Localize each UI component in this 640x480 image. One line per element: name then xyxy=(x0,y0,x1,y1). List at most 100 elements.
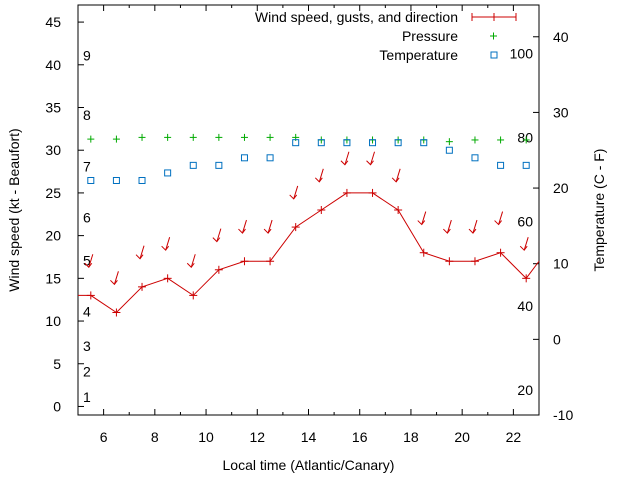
arrow-shaft xyxy=(318,168,324,182)
temperature-point xyxy=(445,146,453,154)
temperature-point xyxy=(497,161,505,169)
arrow-head xyxy=(110,279,118,286)
beaufort-label: 5 xyxy=(83,252,91,268)
y-tick-label: 40 xyxy=(45,57,61,73)
wind-direction-arrow xyxy=(161,237,171,251)
arrow-shaft xyxy=(293,185,299,200)
beaufort-label: 4 xyxy=(83,304,91,320)
wind-direction-arrow xyxy=(366,151,376,166)
arrow-shaft xyxy=(446,219,452,234)
temperature-point xyxy=(292,139,300,147)
wind-point xyxy=(419,248,428,257)
y-tick-label: 45 xyxy=(45,14,61,30)
wind-point xyxy=(342,188,351,197)
wind-direction-arrow xyxy=(238,219,247,234)
wind-point xyxy=(86,291,95,300)
wind-direction-arrow xyxy=(186,254,196,269)
temperature-point xyxy=(215,161,223,169)
wind-point xyxy=(291,223,300,232)
fahrenheit-label: 100 xyxy=(510,45,534,61)
arrow-head xyxy=(314,177,323,183)
pressure-point xyxy=(189,133,197,141)
temperature-point xyxy=(240,154,248,162)
y-tick-label: 0 xyxy=(53,398,61,414)
wind-point xyxy=(522,274,531,283)
y2-tick-label: 40 xyxy=(553,29,569,45)
temperature-point xyxy=(471,154,479,162)
x-tick-label: 8 xyxy=(151,429,159,445)
x-tick-label: 22 xyxy=(506,429,522,445)
arrow-head xyxy=(494,220,502,226)
wind-direction-arrow xyxy=(314,168,324,183)
arrow-shaft xyxy=(267,219,273,234)
arrow-head xyxy=(212,237,221,243)
x-tick-label: 18 xyxy=(403,429,419,445)
y2-tick-label: -10 xyxy=(553,407,573,423)
temperature-point xyxy=(369,139,377,147)
y-tick-label: 5 xyxy=(53,356,61,372)
wind-point xyxy=(470,257,479,266)
temperature-point xyxy=(343,139,351,147)
arrow-shaft xyxy=(370,151,376,165)
wind-direction-arrow xyxy=(519,237,529,251)
temperature-point xyxy=(138,176,146,184)
arrow-head xyxy=(366,160,374,166)
arrow-shaft xyxy=(165,237,171,251)
arrow-head xyxy=(289,194,298,200)
pressure-point xyxy=(522,136,530,144)
y-axis-title: Wind speed (kt - Beaufort) xyxy=(6,128,22,291)
y-tick-label: 35 xyxy=(45,100,61,116)
arrow-head xyxy=(186,262,195,269)
wind-point xyxy=(266,257,275,266)
y2-tick-label: 10 xyxy=(553,256,569,272)
pressure-point xyxy=(445,138,453,146)
arrow-shaft xyxy=(190,254,196,268)
wind-direction-arrow xyxy=(340,151,350,166)
x-tick-label: 6 xyxy=(100,429,108,445)
wind-point xyxy=(368,188,377,197)
arrow-shaft xyxy=(421,211,427,225)
pressure-point xyxy=(240,133,248,141)
pressure-point xyxy=(112,135,120,143)
legend-swatch-pressure xyxy=(490,32,497,40)
wind-point xyxy=(112,308,121,317)
y2-axis-title: Temperature (C - F) xyxy=(591,149,607,272)
wind-direction-arrow xyxy=(84,254,94,269)
wind-point xyxy=(189,291,198,300)
legend-label-temperature: Temperature xyxy=(379,47,458,63)
wind-speed-line xyxy=(78,192,540,314)
arrow-shaft xyxy=(113,271,119,285)
wind-direction-arrow xyxy=(289,185,299,200)
legend-label-pressure: Pressure xyxy=(402,28,458,44)
arrow-head xyxy=(161,245,170,251)
wind-direction-arrow xyxy=(135,245,145,260)
arrow-shaft xyxy=(344,151,350,165)
arrow-head xyxy=(519,245,528,251)
arrow-head xyxy=(238,228,246,234)
temperature-point xyxy=(522,161,530,169)
beaufort-label: 9 xyxy=(83,47,91,63)
fahrenheit-label: 60 xyxy=(517,213,533,229)
arrow-head xyxy=(468,228,477,234)
wind-direction-arrow xyxy=(443,219,452,234)
wind-direction-arrow xyxy=(494,211,504,226)
y2-tick-label: 30 xyxy=(553,104,569,120)
beaufort-label: 2 xyxy=(83,363,91,379)
wind-point xyxy=(394,206,403,214)
arrow-head xyxy=(391,177,400,183)
y-tick-label: 15 xyxy=(45,270,61,286)
wind-direction-arrow xyxy=(212,228,222,243)
pressure-point xyxy=(266,133,274,141)
beaufort-label: 8 xyxy=(83,107,91,123)
arrow-shaft xyxy=(88,254,94,268)
pressure-point xyxy=(215,133,223,141)
x-tick-label: 12 xyxy=(249,429,265,445)
x-tick-label: 20 xyxy=(454,429,470,445)
temperature-point xyxy=(394,139,402,147)
arrow-head xyxy=(417,220,426,226)
pressure-point xyxy=(87,135,95,143)
beaufort-label: 3 xyxy=(83,338,91,354)
beaufort-label: 6 xyxy=(83,210,91,226)
x-tick-label: 10 xyxy=(198,429,214,445)
